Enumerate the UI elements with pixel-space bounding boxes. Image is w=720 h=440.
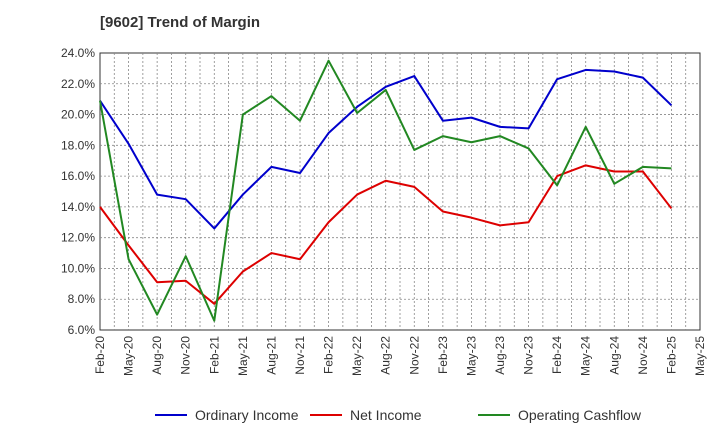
grid-layer: [99, 52, 701, 331]
x-tick-label: Aug-23: [493, 336, 507, 375]
x-tick-label: Aug-22: [379, 336, 393, 375]
chart-title: [9602] Trend of Margin: [100, 14, 261, 31]
x-tick-label: Feb-25: [664, 336, 678, 374]
y-tick-label: 14.0%: [61, 200, 95, 214]
y-tick-label: 24.0%: [61, 46, 95, 60]
x-tick-label: May-24: [579, 336, 593, 376]
y-tick-label: 20.0%: [61, 108, 95, 122]
series-line-ordinary-income: [99, 68, 673, 230]
x-tick-label: Aug-24: [607, 336, 621, 375]
legend-label-operating-cashflow: Operating Cashflow: [518, 407, 642, 423]
x-tick-label: May-23: [464, 336, 478, 376]
y-tick-label: 22.0%: [61, 77, 95, 91]
x-tick-label: Feb-22: [322, 336, 336, 374]
series-line-operating-cashflow: [99, 59, 672, 322]
legend-label-ordinary-income: Ordinary Income: [195, 407, 299, 423]
x-tick-label: Nov-20: [179, 336, 193, 375]
x-tick-label: Nov-21: [293, 336, 307, 375]
y-tick-label: 10.0%: [61, 261, 95, 275]
x-tick-label: May-22: [350, 336, 364, 376]
series-layer: [99, 59, 673, 322]
y-tick-label: 12.0%: [61, 231, 95, 245]
x-tick-label: Nov-24: [636, 336, 650, 375]
x-tick-label: Nov-22: [407, 336, 421, 375]
x-tick-label: Feb-24: [550, 336, 564, 374]
x-tick-label: May-21: [236, 336, 250, 376]
x-tick-label: Feb-21: [207, 336, 221, 374]
y-tick-label: 8.0%: [68, 292, 96, 306]
y-tick-label: 16.0%: [61, 169, 95, 183]
x-tick-label: Aug-21: [264, 336, 278, 375]
x-tick-label: Aug-20: [150, 336, 164, 375]
x-tick-label: May-25: [693, 336, 707, 376]
legend-layer: Ordinary Income Net Income Operating Cashf…: [155, 407, 642, 423]
x-tick-label: May-20: [122, 336, 136, 376]
y-tick-label: 6.0%: [68, 323, 96, 337]
y-tick-label: 18.0%: [61, 138, 95, 152]
x-tick-label: Nov-23: [522, 336, 536, 375]
series-line-net-income: [99, 164, 673, 305]
axis-layer: 6.0% 8.0% 10.0% 12.0% 14.0% 16.0% 18.0% 20.0% 22…: [61, 46, 707, 376]
x-tick-label: Feb-23: [436, 336, 450, 374]
x-tick-label: Feb-20: [93, 336, 107, 374]
legend-label-net-income: Net Income: [350, 407, 422, 423]
